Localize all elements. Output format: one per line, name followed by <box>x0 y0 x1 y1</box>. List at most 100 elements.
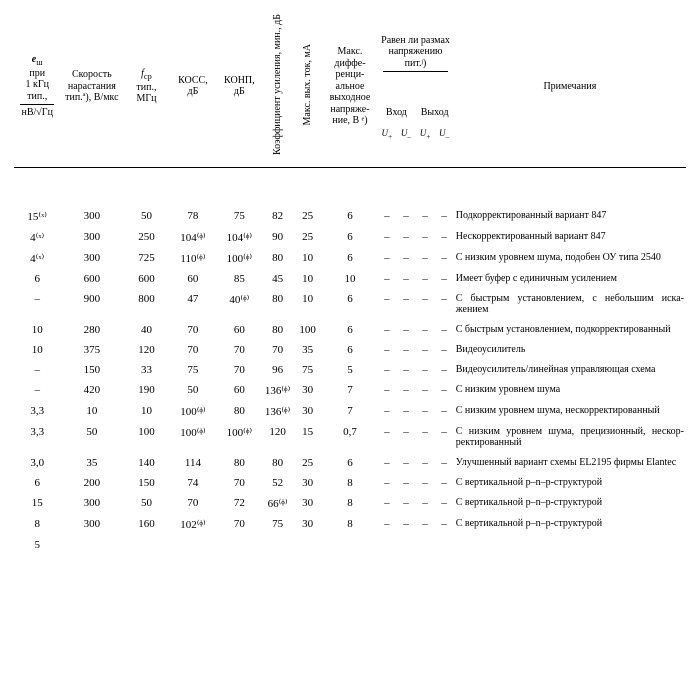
cell-notes: С низким уровнем шума, подобен ОУ типа 2… <box>454 248 686 269</box>
cell-slew: 300 <box>60 493 123 514</box>
table-row: 10280407060801006––––С быстрым установле… <box>14 320 686 340</box>
cell-konp: 70 <box>216 360 262 380</box>
cell-ip: – <box>377 206 396 227</box>
cell-slew: 900 <box>60 289 123 320</box>
cell-kocc: 100⁽ᶲ⁾ <box>170 401 216 422</box>
cell-ku: 80 <box>263 320 293 340</box>
cell-im: – <box>396 514 415 535</box>
cell-vdiff: 6 <box>323 289 378 320</box>
cell-konp: 80 <box>216 401 262 422</box>
opamp-table-page: eшпри1 кГцтип.,нВ/√Гц Ско­рость нарас­та… <box>0 0 700 569</box>
col-fcp: fcpтип.,МГц <box>123 12 169 161</box>
cell-slew: 280 <box>60 320 123 340</box>
opamp-table: eшпри1 кГцтип.,нВ/√Гц Ско­рость нарас­та… <box>14 12 686 555</box>
cell-om: – <box>435 340 454 360</box>
cell-fcp: 725 <box>123 248 169 269</box>
cell-e: 3,3 <box>14 401 60 422</box>
cell-im: – <box>396 206 415 227</box>
cell-iout: 15 <box>293 422 323 453</box>
cell-op: – <box>416 227 435 248</box>
cell-ip: – <box>377 453 396 473</box>
cell-notes: С вертикальной p–n–p-структурой <box>454 514 686 535</box>
cell-om: – <box>435 227 454 248</box>
cell-ip: – <box>377 380 396 401</box>
cell-iout: 30 <box>293 401 323 422</box>
table-row: 15⁽ˣ⁾30050787582256––––Подкорректированн… <box>14 206 686 227</box>
col-slew: Ско­рость нарас­тания тип.ª), В/мкс <box>60 12 123 161</box>
cell-om: – <box>435 493 454 514</box>
cell-kocc: 78 <box>170 206 216 227</box>
cell-notes: С низким уровнем шума, нескорректированн… <box>454 401 686 422</box>
cell-ip: – <box>377 401 396 422</box>
cell-ku: 96 <box>263 360 293 380</box>
table-row: 3,31010100⁽ᶲ⁾80136⁽ᶲ⁾307––––С низким уро… <box>14 401 686 422</box>
cell-om: – <box>435 453 454 473</box>
cell-im: – <box>396 380 415 401</box>
cell-ku: 80 <box>263 289 293 320</box>
cell-slew: 300 <box>60 206 123 227</box>
cell-konp: 70 <box>216 514 262 535</box>
cell-vdiff: 8 <box>323 473 378 493</box>
cell-konp: 72 <box>216 493 262 514</box>
cell-om: – <box>435 401 454 422</box>
col-u-in-minus: U– <box>396 128 415 161</box>
table-row: 5 <box>14 535 686 555</box>
cell-iout: 30 <box>293 473 323 493</box>
cell-konp: 85 <box>216 269 262 289</box>
cell-ku: 136⁽ᶲ⁾ <box>263 380 293 401</box>
cell-e: 5 <box>14 535 60 555</box>
cell-e: 15⁽ˣ⁾ <box>14 206 60 227</box>
cell-konp: 104⁽ᶲ⁾ <box>216 227 262 248</box>
cell-iout: 10 <box>293 269 323 289</box>
cell-fcp: 150 <box>123 473 169 493</box>
cell-ku: 45 <box>263 269 293 289</box>
cell-ip: – <box>377 422 396 453</box>
cell-konp: 60 <box>216 320 262 340</box>
col-ku: Коэффициент усиления, мин., дБ <box>263 12 293 161</box>
table-row: 66006006085451010––––Имеет буфер с едини… <box>14 269 686 289</box>
cell-slew: 10 <box>60 401 123 422</box>
cell-op: – <box>416 401 435 422</box>
cell-konp: 80 <box>216 453 262 473</box>
cell-kocc <box>170 535 216 555</box>
cell-fcp: 250 <box>123 227 169 248</box>
cell-iout: 75 <box>293 360 323 380</box>
cell-notes: С быстрым установлени­ем, подкорректиров… <box>454 320 686 340</box>
cell-e: 10 <box>14 340 60 360</box>
cell-ku: 70 <box>263 340 293 360</box>
col-u-out-plus: U+ <box>416 128 435 161</box>
cell-e: 3,0 <box>14 453 60 473</box>
cell-ku: 90 <box>263 227 293 248</box>
cell-konp: 40⁽ᶲ⁾ <box>216 289 262 320</box>
cell-kocc: 114 <box>170 453 216 473</box>
cell-fcp: 190 <box>123 380 169 401</box>
cell-vdiff: 6 <box>323 227 378 248</box>
table-row: 1530050707266⁽ᶲ⁾308––––С вертикальной p–… <box>14 493 686 514</box>
cell-fcp: 120 <box>123 340 169 360</box>
cell-kocc: 70 <box>170 340 216 360</box>
col-rail: Равен ли размах напря­жению пит.ʲ) <box>377 12 453 97</box>
cell-slew: 50 <box>60 422 123 453</box>
cell-iout: 10 <box>293 248 323 269</box>
cell-notes: С низким уровнем шума, прецизионный, нес… <box>454 422 686 453</box>
cell-fcp: 160 <box>123 514 169 535</box>
cell-notes: С вертикальной p–n–p-структурой <box>454 473 686 493</box>
cell-op: – <box>416 514 435 535</box>
cell-iout: 25 <box>293 227 323 248</box>
cell-op: – <box>416 360 435 380</box>
cell-op: – <box>416 340 435 360</box>
table-row: 3,350100100⁽ᶲ⁾100⁽ᶲ⁾120150,7––––С низким… <box>14 422 686 453</box>
cell-kocc: 70 <box>170 493 216 514</box>
cell-notes: С быстрым установлени­ем, с небольшим ис… <box>454 289 686 320</box>
cell-konp: 100⁽ᶲ⁾ <box>216 422 262 453</box>
cell-slew <box>60 535 123 555</box>
cell-e: 15 <box>14 493 60 514</box>
cell-ku: 136⁽ᶲ⁾ <box>263 401 293 422</box>
cell-im: – <box>396 401 415 422</box>
cell-im: – <box>396 227 415 248</box>
cell-vdiff: 8 <box>323 493 378 514</box>
cell-om: – <box>435 320 454 340</box>
cell-op: – <box>416 493 435 514</box>
cell-e: – <box>14 380 60 401</box>
cell-im: – <box>396 289 415 320</box>
